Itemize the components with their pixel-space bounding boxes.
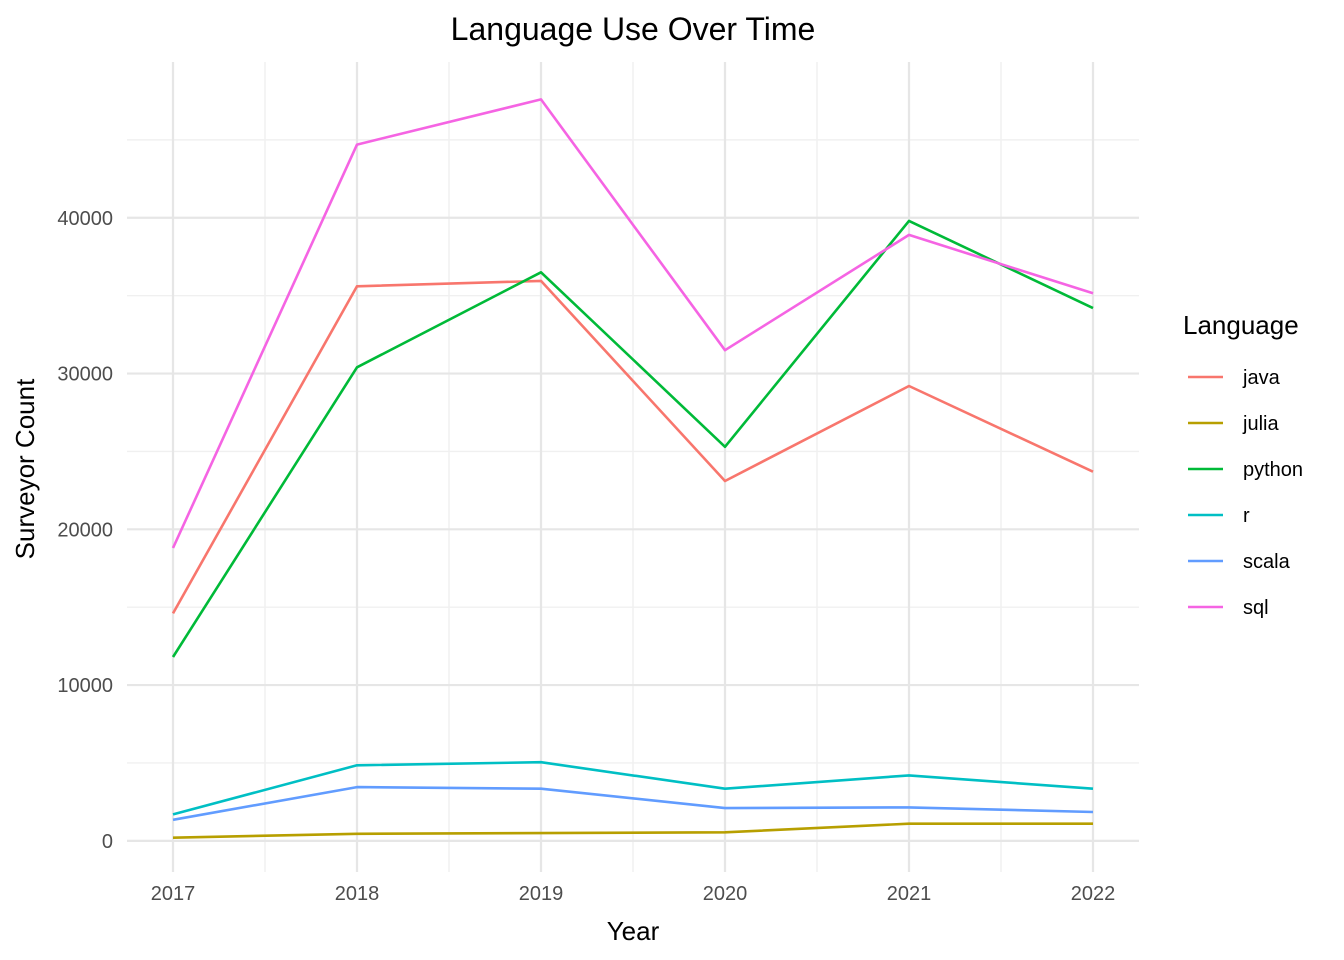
minor-grid bbox=[127, 62, 1139, 872]
legend-item-r: r bbox=[1188, 505, 1250, 527]
legend-title: Language bbox=[1183, 310, 1299, 340]
chart-title: Language Use Over Time bbox=[451, 11, 816, 47]
legend-item-java: java bbox=[1188, 367, 1281, 389]
legend-label: julia bbox=[1242, 413, 1279, 435]
legend-label: python bbox=[1243, 459, 1303, 481]
x-axis-ticks: 2017 2018 2019 2020 2021 2022 bbox=[151, 883, 1116, 905]
y-tick-label: 40000 bbox=[57, 208, 113, 230]
y-tick-label: 20000 bbox=[57, 519, 113, 541]
y-axis-title: Surveyor Count bbox=[10, 378, 40, 559]
legend-label: java bbox=[1242, 367, 1281, 389]
series-line-sql bbox=[171, 98, 1094, 549]
x-tick-label: 2021 bbox=[887, 883, 932, 905]
legend-item-scala: scala bbox=[1188, 551, 1291, 573]
series-line-scala bbox=[172, 785, 1094, 822]
x-axis-title: Year bbox=[607, 916, 660, 946]
y-tick-label: 10000 bbox=[57, 675, 113, 697]
series-line-r bbox=[172, 760, 1094, 816]
x-tick-label: 2017 bbox=[151, 883, 196, 905]
legend-items: java julia python r scala sql bbox=[1188, 367, 1303, 619]
legend-item-julia: julia bbox=[1188, 413, 1279, 435]
legend-label: sql bbox=[1243, 597, 1269, 619]
series-line-julia bbox=[172, 822, 1093, 839]
legend: Language java julia python r scala sql bbox=[1183, 310, 1303, 619]
y-tick-label: 30000 bbox=[57, 364, 113, 386]
x-tick-label: 2019 bbox=[519, 883, 564, 905]
x-tick-label: 2018 bbox=[335, 883, 380, 905]
x-tick-label: 2020 bbox=[703, 883, 748, 905]
legend-item-python: python bbox=[1188, 459, 1303, 481]
series-lines bbox=[171, 98, 1094, 839]
series-line-python bbox=[171, 219, 1094, 658]
legend-label: scala bbox=[1243, 551, 1291, 573]
y-axis-ticks: 0 10000 20000 30000 40000 bbox=[57, 208, 113, 853]
x-tick-label: 2022 bbox=[1071, 883, 1116, 905]
legend-label: r bbox=[1243, 505, 1250, 527]
series-line-java bbox=[171, 279, 1094, 615]
major-grid bbox=[127, 62, 1139, 872]
legend-item-sql: sql bbox=[1188, 597, 1269, 619]
y-tick-label: 0 bbox=[102, 831, 113, 853]
